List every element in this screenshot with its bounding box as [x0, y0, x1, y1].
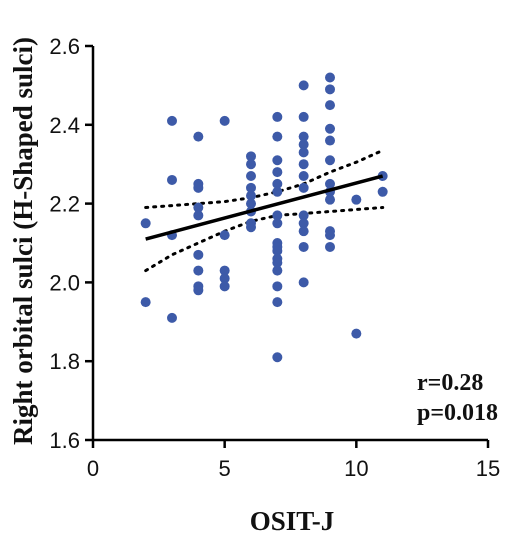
confidence-band: [144, 148, 385, 273]
data-point: [193, 249, 204, 260]
data-point: [325, 194, 335, 205]
x-tick-label: 15: [476, 456, 500, 481]
data-point: [325, 84, 335, 95]
y-tick-label: 2.6: [49, 34, 80, 59]
p-annotation: p=0.018: [417, 400, 498, 426]
y-tick-label: 2.4: [49, 113, 80, 138]
data-point: [325, 241, 335, 252]
data-point: [246, 151, 256, 162]
data-point: [219, 273, 230, 284]
data-points: [140, 72, 388, 363]
data-point: [298, 277, 309, 288]
y-axis-label: Right orbital sulci (H-Shaped sulci): [8, 37, 38, 445]
data-point: [325, 155, 335, 166]
data-point: [298, 226, 309, 237]
x-tick-label: 10: [344, 456, 368, 481]
data-point: [193, 285, 204, 296]
data-point: [325, 178, 335, 189]
data-point: [193, 202, 204, 213]
y-tick-label: 1.8: [49, 349, 80, 374]
data-point: [272, 245, 283, 256]
data-point: [272, 210, 283, 221]
data-point: [193, 265, 204, 276]
data-point: [246, 198, 256, 209]
data-point: [193, 131, 204, 142]
r-annotation: r=0.28: [417, 370, 483, 396]
data-point: [219, 281, 230, 292]
data-point: [298, 210, 309, 221]
data-point: [246, 171, 256, 182]
data-point: [140, 218, 151, 229]
data-point: [246, 190, 256, 201]
data-point: [219, 230, 230, 241]
data-point: [272, 218, 283, 229]
x-axis-label: OSIT-J: [250, 506, 335, 536]
data-point: [272, 111, 283, 122]
x-tick-label: 5: [219, 456, 231, 481]
data-point: [272, 155, 283, 166]
data-point: [298, 131, 309, 142]
data-point: [272, 257, 283, 268]
ci-upper-line: [144, 148, 385, 209]
data-point: [325, 72, 335, 83]
data-point: [298, 147, 309, 158]
data-point: [219, 265, 230, 276]
data-point: [298, 241, 309, 252]
data-point: [351, 194, 362, 205]
data-point: [272, 186, 283, 197]
data-point: [272, 131, 283, 142]
data-point: [272, 265, 283, 276]
data-point: [272, 281, 283, 292]
data-point: [167, 115, 177, 126]
data-point: [298, 139, 309, 150]
data-point: [325, 100, 335, 111]
data-point: [298, 80, 309, 91]
data-point: [272, 167, 283, 178]
data-point: [167, 174, 177, 185]
data-point: [193, 182, 204, 193]
data-point: [272, 178, 283, 189]
data-point: [219, 115, 230, 126]
data-point: [167, 312, 177, 323]
data-point: [272, 297, 283, 308]
data-point: [193, 210, 204, 221]
regression-line: [145, 174, 384, 241]
data-point: [325, 123, 335, 134]
y-tick-label: 2.2: [49, 192, 80, 217]
data-point: [325, 230, 335, 241]
data-point: [246, 159, 256, 170]
axes: [85, 44, 490, 448]
data-point: [298, 182, 309, 193]
ci-lower-line: [144, 206, 385, 273]
data-point: [298, 111, 309, 122]
data-point: [246, 222, 256, 233]
data-point: [272, 352, 283, 363]
y-tick-label: 2.0: [49, 270, 80, 295]
data-point: [298, 159, 309, 170]
data-point: [325, 135, 335, 146]
data-point: [246, 182, 256, 193]
data-point: [351, 328, 362, 339]
tick-labels: 0 5 10 15 1.6 1.8 2.0 2.2 2.4 2.6: [49, 34, 500, 481]
data-point: [140, 297, 151, 308]
data-point: [298, 218, 309, 229]
data-point: [377, 186, 388, 197]
x-tick-label: 0: [87, 456, 99, 481]
data-point: [298, 171, 309, 182]
y-tick-label: 1.6: [49, 428, 80, 453]
regression-line-group: [145, 174, 384, 241]
